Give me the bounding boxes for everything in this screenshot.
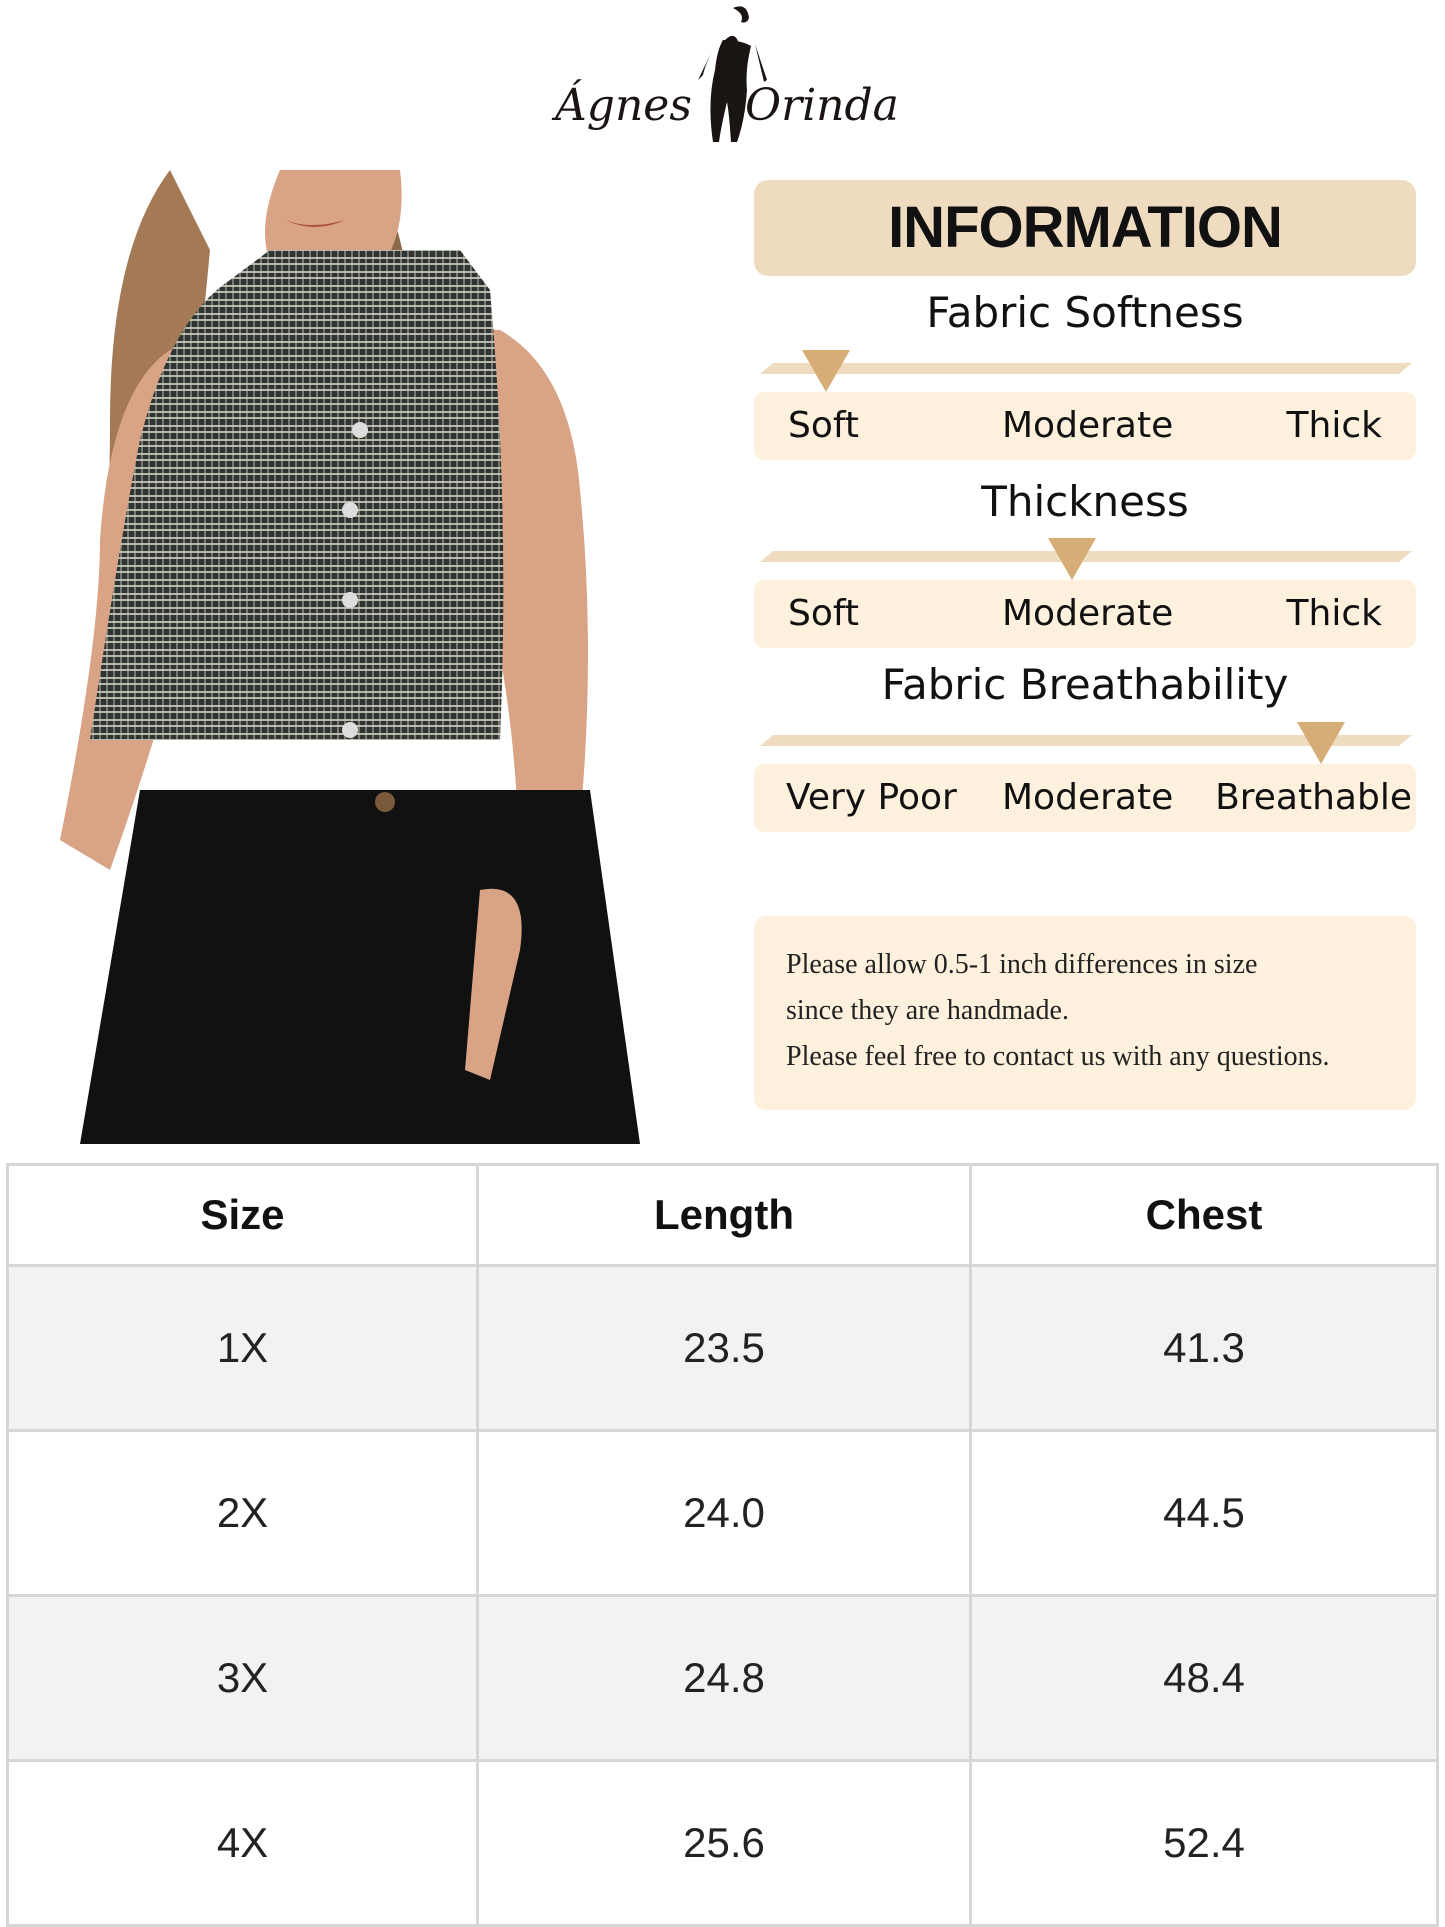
scale-label: Soft xyxy=(788,405,860,446)
table-row: 1X 23.5 41.3 xyxy=(6,1264,1439,1432)
information-header: INFORMATION xyxy=(754,180,1416,276)
cell-length: 24.0 xyxy=(476,1429,972,1597)
breathability-title: Fabric Breathability xyxy=(881,660,1289,709)
cell-size: 4X xyxy=(6,1759,479,1927)
scale-label: Soft xyxy=(788,593,860,634)
header-length: Length xyxy=(476,1163,972,1267)
fabric-softness-title: Fabric Softness xyxy=(926,288,1244,337)
breathability-indicator-icon xyxy=(1297,722,1345,764)
breathability-labels: Very Poor Moderate Breathable xyxy=(754,764,1416,832)
cell-size: 1X xyxy=(6,1264,479,1432)
scale-label: Moderate xyxy=(1002,405,1174,446)
scale-label: Thick xyxy=(1286,405,1382,446)
fabric-softness-labels: Soft Moderate Thick xyxy=(754,392,1416,460)
scale-label: Moderate xyxy=(1002,593,1174,634)
note-line: Please feel free to contact us with any … xyxy=(786,1041,1330,1072)
scale-label: Moderate xyxy=(1002,777,1174,818)
silhouette-icon xyxy=(698,6,767,143)
scale-label: Thick xyxy=(1286,593,1382,634)
brand-logo: Ágnes Orinda xyxy=(555,0,899,150)
fabric-softness-indicator-icon xyxy=(802,350,850,392)
cell-size: 2X xyxy=(6,1429,479,1597)
cell-length: 23.5 xyxy=(476,1264,972,1432)
product-photo xyxy=(40,170,676,1144)
scale-label: Very Poor xyxy=(786,777,957,818)
cell-length: 25.6 xyxy=(476,1759,972,1927)
note-line: Please allow 0.5-1 inch differences in s… xyxy=(786,949,1258,980)
breathability-bar xyxy=(760,735,1412,746)
size-table: Size Length Chest 1X 23.5 41.3 2X 24.0 4… xyxy=(6,1163,1439,1927)
table-row: 2X 24.0 44.5 xyxy=(6,1429,1439,1597)
size-note: Please allow 0.5-1 inch differences in s… xyxy=(754,916,1416,1110)
thickness-indicator-icon xyxy=(1048,538,1096,580)
cell-chest: 44.5 xyxy=(969,1429,1439,1597)
note-line: since they are handmade. xyxy=(786,995,1069,1026)
scale-label: Breathable xyxy=(1215,777,1412,818)
cell-chest: 52.4 xyxy=(969,1759,1439,1927)
table-row: 3X 24.8 48.4 xyxy=(6,1594,1439,1762)
logo-text-right: Orinda xyxy=(745,80,899,131)
cell-size: 3X xyxy=(6,1594,479,1762)
logo-text-left: Ágnes xyxy=(555,80,692,131)
table-header-row: Size Length Chest xyxy=(6,1163,1439,1267)
table-row: 4X 25.6 52.4 xyxy=(6,1759,1439,1927)
cell-length: 24.8 xyxy=(476,1594,972,1762)
cell-chest: 41.3 xyxy=(969,1264,1439,1432)
thickness-labels: Soft Moderate Thick xyxy=(754,580,1416,648)
header-size: Size xyxy=(6,1163,479,1267)
fabric-softness-bar xyxy=(760,363,1412,374)
header-chest: Chest xyxy=(969,1163,1439,1267)
cell-chest: 48.4 xyxy=(969,1594,1439,1762)
thickness-title: Thickness xyxy=(981,477,1189,526)
